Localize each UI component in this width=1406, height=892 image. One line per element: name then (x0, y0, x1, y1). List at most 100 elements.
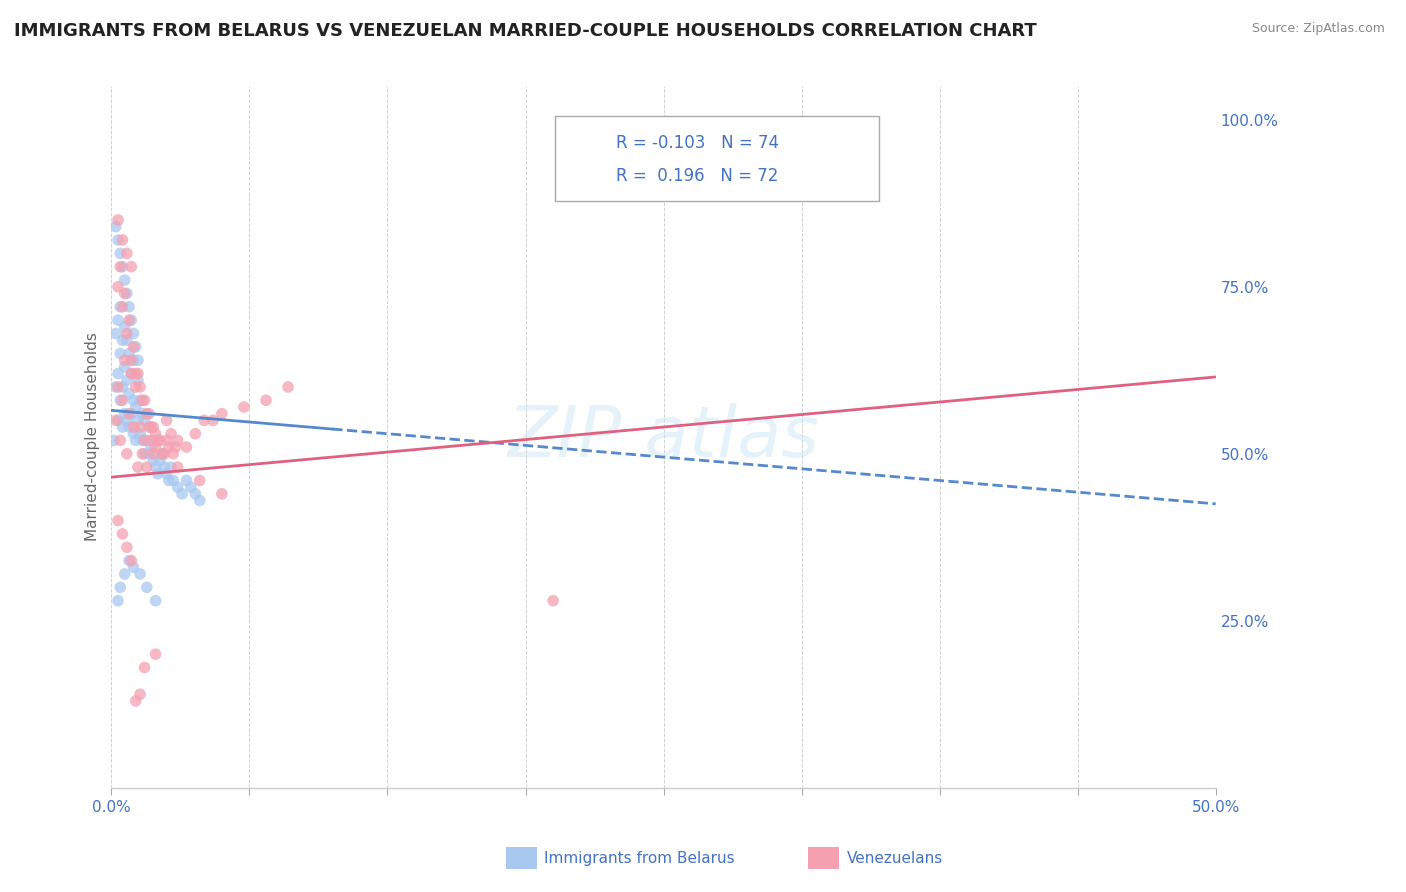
Point (122, 326, 145, 341)
Point (125, 380, 148, 394)
Point (157, 474, 180, 488)
Point (104, 326, 127, 341)
Point (134, 413, 156, 427)
Point (150, 447, 173, 461)
Point (129, 393, 152, 408)
Point (125, 694, 148, 708)
Point (125, 434, 148, 448)
Point (166, 434, 188, 448)
Point (115, 286, 138, 301)
Point (118, 386, 141, 401)
Y-axis label: Married-couple Households: Married-couple Households (86, 333, 100, 541)
Point (135, 407, 157, 421)
Point (127, 373, 149, 387)
Point (166, 460, 188, 475)
Text: Source: ZipAtlas.com: Source: ZipAtlas.com (1251, 22, 1385, 36)
Point (193, 413, 215, 427)
Point (149, 434, 172, 448)
Point (160, 426, 183, 441)
Point (162, 474, 184, 488)
Point (110, 260, 132, 274)
Point (166, 480, 188, 494)
Point (125, 367, 148, 381)
Point (118, 554, 141, 568)
Point (120, 367, 142, 381)
Point (103, 434, 125, 448)
Point (107, 313, 129, 327)
Text: Venezuelans: Venezuelans (846, 851, 942, 865)
Point (153, 460, 176, 475)
Point (138, 420, 160, 434)
Point (156, 413, 179, 427)
Point (115, 447, 138, 461)
Point (110, 434, 132, 448)
Point (127, 413, 149, 427)
Point (107, 593, 129, 607)
Point (115, 246, 138, 260)
Point (114, 407, 136, 421)
Point (110, 393, 132, 408)
Point (254, 393, 277, 408)
Point (114, 353, 136, 368)
Point (142, 453, 165, 467)
Point (131, 434, 153, 448)
Point (134, 393, 156, 408)
Point (122, 426, 145, 441)
Point (107, 514, 129, 528)
Point (127, 367, 149, 381)
Point (122, 353, 145, 368)
Point (122, 560, 145, 574)
Point (131, 407, 153, 421)
Point (211, 487, 233, 501)
Point (114, 319, 136, 334)
Point (107, 413, 129, 427)
Point (165, 440, 187, 454)
Point (115, 541, 138, 555)
Text: IMMIGRANTS FROM BELARUS VS VENEZUELAN MARRIED-COUPLE HOUSEHOLDS CORRELATION CHAR: IMMIGRANTS FROM BELARUS VS VENEZUELAN MA… (14, 22, 1036, 40)
Text: Immigrants from Belarus: Immigrants from Belarus (544, 851, 735, 865)
Point (184, 426, 207, 441)
Point (120, 554, 142, 568)
Point (131, 447, 153, 461)
Point (162, 447, 184, 461)
Point (114, 359, 136, 374)
Point (135, 460, 157, 475)
Point (150, 447, 173, 461)
Point (145, 426, 167, 441)
Point (277, 380, 299, 394)
Point (110, 346, 132, 360)
Point (107, 367, 129, 381)
Point (111, 420, 134, 434)
Point (107, 380, 129, 394)
Point (118, 346, 141, 360)
Point (114, 273, 136, 287)
Point (110, 580, 132, 594)
Point (142, 447, 165, 461)
Point (145, 460, 167, 475)
Point (135, 580, 157, 594)
Point (142, 420, 165, 434)
Point (104, 380, 127, 394)
Point (176, 474, 198, 488)
Point (122, 420, 145, 434)
Point (129, 687, 152, 701)
Point (107, 213, 129, 227)
Point (211, 407, 233, 421)
Point (120, 407, 142, 421)
Point (120, 260, 142, 274)
Point (141, 434, 163, 448)
Point (201, 413, 224, 427)
Point (118, 407, 141, 421)
Point (146, 467, 169, 481)
Point (184, 487, 207, 501)
Point (129, 566, 152, 581)
Point (107, 279, 129, 293)
Point (172, 487, 194, 501)
Point (115, 333, 138, 347)
Point (118, 420, 141, 434)
Point (120, 353, 142, 368)
Point (232, 400, 254, 414)
Point (111, 300, 134, 314)
Point (104, 413, 127, 427)
Point (111, 380, 134, 394)
